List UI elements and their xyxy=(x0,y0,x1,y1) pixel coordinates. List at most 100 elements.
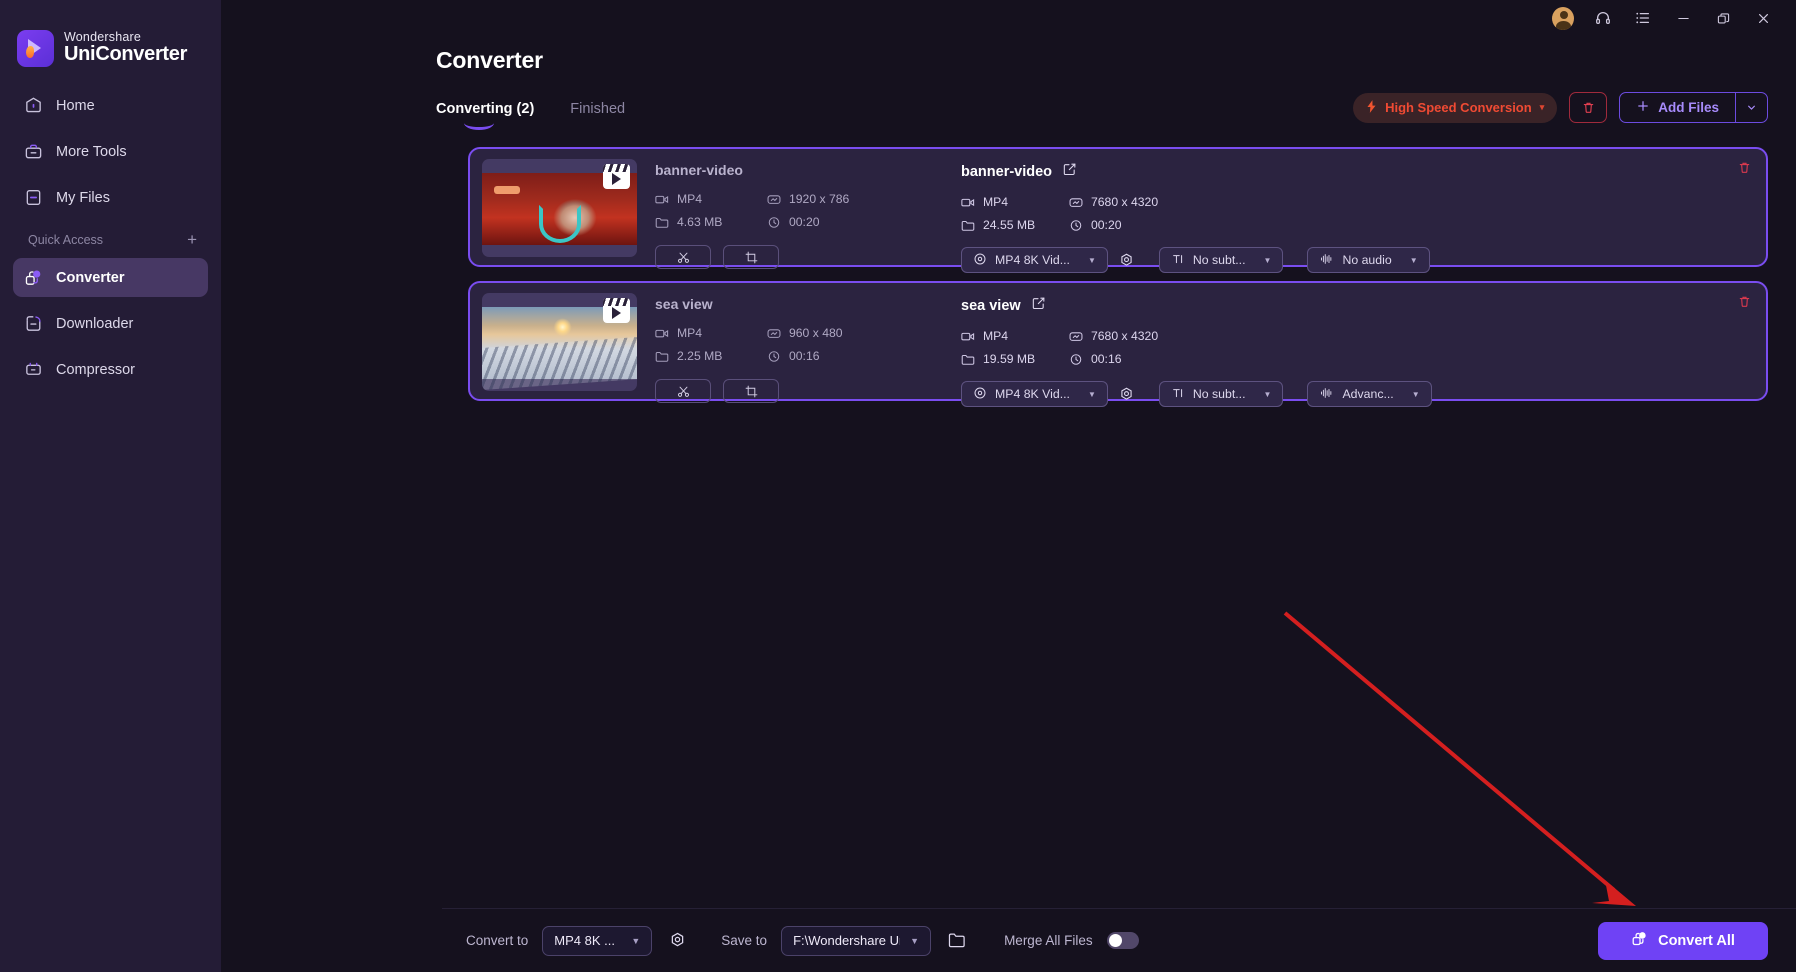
clock-icon xyxy=(767,350,781,363)
add-quick-access-icon[interactable]: + xyxy=(187,230,197,249)
high-speed-conversion-label: High Speed Conversion xyxy=(1385,100,1532,115)
audio-pill-label: No audio xyxy=(1342,253,1392,267)
convert-to-label: Convert to xyxy=(466,933,529,948)
play-preview-icon[interactable] xyxy=(603,164,630,189)
output-size-value: 24.55 MB xyxy=(983,218,1036,232)
convert-to-settings-button[interactable] xyxy=(668,931,687,950)
video-camera-icon xyxy=(961,330,975,343)
source-resolution-value: 1920 x 786 xyxy=(789,192,850,206)
output-file-name: sea view xyxy=(961,298,1021,314)
convert-all-button[interactable]: Convert All xyxy=(1598,921,1768,960)
save-to-select[interactable]: F:\Wondershare UniCor ▼ xyxy=(781,925,932,956)
file-card[interactable]: sea view MP4 960 x 480 xyxy=(468,281,1768,407)
toolbox-icon xyxy=(24,142,43,161)
folder-icon xyxy=(961,353,975,366)
audio-wave-icon xyxy=(1319,252,1334,269)
resolution-icon xyxy=(767,327,781,340)
brand-name-top: Wondershare xyxy=(64,29,142,44)
brand-name-bottom: UniConverter xyxy=(64,43,188,66)
clock-icon xyxy=(1069,353,1083,366)
merge-all-files-toggle[interactable] xyxy=(1106,932,1139,949)
audio-wave-icon xyxy=(1319,386,1334,403)
sidebar-item-my-files[interactable]: My Files xyxy=(13,178,208,217)
format-settings-button[interactable] xyxy=(1118,252,1135,269)
sidebar-item-label: Converter xyxy=(56,269,125,286)
headset-icon[interactable] xyxy=(1592,7,1614,29)
output-resolution: 7680 x 4320 xyxy=(1069,329,1432,343)
remove-file-button[interactable] xyxy=(1737,160,1752,180)
add-files-dropdown-button[interactable] xyxy=(1735,93,1767,122)
tabs: Converting (2) Finished xyxy=(436,93,1796,133)
output-info: sea view MP4 xyxy=(961,293,1432,407)
list-menu-icon[interactable] xyxy=(1632,7,1654,29)
tab-finished[interactable]: Finished xyxy=(570,101,626,117)
source-format: MP4 xyxy=(655,192,767,206)
convert-to-select[interactable]: MP4 8K ... ▼ xyxy=(542,925,653,956)
folder-icon xyxy=(961,219,975,232)
audio-select[interactable]: Advanc... ▼ xyxy=(1307,381,1432,407)
chevron-down-icon: ▼ xyxy=(631,935,641,946)
sidebar-item-more-tools[interactable]: More Tools xyxy=(13,132,208,171)
sidebar-item-home[interactable]: Home xyxy=(13,86,208,125)
chevron-down-icon: ▼ xyxy=(1411,389,1420,399)
disc-icon xyxy=(973,386,987,403)
file-card[interactable]: banner-video MP4 1920 x 786 xyxy=(468,147,1768,273)
subtitle-select[interactable]: No subt... ▼ xyxy=(1158,247,1284,273)
crop-button[interactable] xyxy=(723,379,779,403)
source-info: banner-video MP4 1920 x 786 xyxy=(655,159,923,269)
bottom-bar: Convert to MP4 8K ... ▼ Save to F:\Wonde… xyxy=(442,908,1796,972)
plus-icon xyxy=(1636,99,1650,116)
play-preview-icon[interactable] xyxy=(603,298,630,323)
edit-name-icon[interactable] xyxy=(1062,162,1077,182)
output-size: 24.55 MB xyxy=(961,218,1069,232)
save-to-label: Save to xyxy=(721,933,768,948)
video-thumbnail[interactable] xyxy=(482,293,637,391)
output-format-select[interactable]: MP4 8K Vid... ▼ xyxy=(961,381,1108,407)
output-duration: 00:20 xyxy=(1069,218,1430,232)
trim-button[interactable] xyxy=(655,245,711,269)
file-list: banner-video MP4 1920 x 786 xyxy=(468,147,1768,415)
high-speed-conversion-button[interactable]: High Speed Conversion ▾ xyxy=(1353,92,1558,123)
audio-select[interactable]: No audio ▼ xyxy=(1307,247,1430,273)
tab-converting[interactable]: Converting (2) xyxy=(436,101,534,130)
restore-icon[interactable] xyxy=(1712,7,1734,29)
delete-all-button[interactable] xyxy=(1569,92,1608,123)
output-duration-value: 00:20 xyxy=(1091,218,1122,232)
add-files-control: Add Files xyxy=(1619,92,1768,123)
chevron-down-icon: ▼ xyxy=(1263,389,1272,399)
add-files-button[interactable]: Add Files xyxy=(1620,93,1735,122)
output-info: banner-video MP4 xyxy=(961,159,1430,273)
output-format: MP4 xyxy=(961,195,1069,209)
source-duration-value: 00:16 xyxy=(789,349,820,363)
quick-access-nav: Converter Downloader xyxy=(0,258,221,389)
subtitle-select[interactable]: No subt... ▼ xyxy=(1158,381,1284,407)
video-camera-icon xyxy=(961,196,975,209)
minimize-icon[interactable] xyxy=(1672,7,1694,29)
video-camera-icon xyxy=(655,327,669,340)
quick-access-header: Quick Access + xyxy=(28,231,197,248)
sidebar-item-compressor[interactable]: Compressor xyxy=(13,350,208,389)
browse-folder-button[interactable] xyxy=(947,931,966,950)
sidebar-item-downloader[interactable]: Downloader xyxy=(13,304,208,343)
top-actions: High Speed Conversion ▾ Add Files xyxy=(1353,92,1768,123)
converter-icon xyxy=(24,268,43,287)
clock-icon xyxy=(767,216,781,229)
avatar[interactable] xyxy=(1552,6,1574,30)
format-settings-button[interactable] xyxy=(1118,386,1135,403)
video-thumbnail[interactable] xyxy=(482,159,637,257)
close-icon[interactable] xyxy=(1752,7,1774,29)
subtitle-pill-label: No subt... xyxy=(1192,387,1246,401)
remove-file-button[interactable] xyxy=(1737,294,1752,314)
output-format-select[interactable]: MP4 8K Vid... ▼ xyxy=(961,247,1108,273)
audio-pill-label: Advanc... xyxy=(1342,387,1394,401)
source-format: MP4 xyxy=(655,326,767,340)
convert-to-value: MP4 8K ... xyxy=(554,933,615,948)
folder-icon xyxy=(655,216,669,229)
edit-name-icon[interactable] xyxy=(1031,296,1046,316)
trim-button[interactable] xyxy=(655,379,711,403)
folder-icon xyxy=(655,350,669,363)
sidebar-item-converter[interactable]: Converter xyxy=(13,258,208,297)
chevron-down-icon: ▼ xyxy=(1087,389,1096,399)
crop-button[interactable] xyxy=(723,245,779,269)
source-resolution-value: 960 x 480 xyxy=(789,326,843,340)
